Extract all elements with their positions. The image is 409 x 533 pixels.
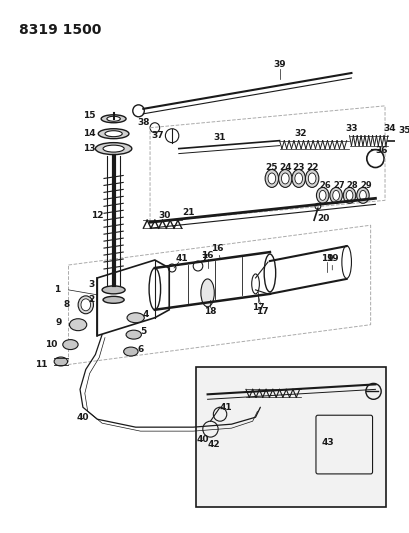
Ellipse shape xyxy=(359,190,365,200)
Text: 43: 43 xyxy=(320,438,333,447)
Text: 9: 9 xyxy=(56,318,62,327)
Ellipse shape xyxy=(267,173,275,184)
Text: 41: 41 xyxy=(219,403,231,412)
Ellipse shape xyxy=(81,299,90,311)
Text: 21: 21 xyxy=(182,208,194,217)
Text: 13: 13 xyxy=(83,144,96,153)
Text: 34: 34 xyxy=(382,124,395,133)
Text: 29: 29 xyxy=(359,181,371,190)
Ellipse shape xyxy=(278,169,291,188)
Text: 38: 38 xyxy=(137,118,149,127)
Text: 30: 30 xyxy=(158,211,170,220)
Text: 33: 33 xyxy=(344,124,357,133)
Text: 8: 8 xyxy=(63,300,70,309)
Text: 16: 16 xyxy=(210,244,223,258)
Ellipse shape xyxy=(308,173,315,184)
Text: 12: 12 xyxy=(91,211,103,220)
Ellipse shape xyxy=(78,296,93,314)
Ellipse shape xyxy=(265,169,278,188)
Ellipse shape xyxy=(319,190,325,200)
Text: 19: 19 xyxy=(325,254,338,270)
Ellipse shape xyxy=(356,188,368,203)
Ellipse shape xyxy=(54,357,67,366)
Text: 23: 23 xyxy=(292,163,304,172)
Text: 6: 6 xyxy=(137,345,143,354)
Ellipse shape xyxy=(107,116,120,122)
Ellipse shape xyxy=(98,129,129,139)
Ellipse shape xyxy=(127,313,144,322)
Text: 27: 27 xyxy=(333,181,344,190)
Ellipse shape xyxy=(345,190,352,200)
Text: 40: 40 xyxy=(76,413,89,422)
Text: 10: 10 xyxy=(45,340,57,349)
Text: 25: 25 xyxy=(265,163,277,172)
Text: 16: 16 xyxy=(201,251,213,260)
Text: 31: 31 xyxy=(213,133,226,142)
Text: 11: 11 xyxy=(35,360,48,369)
Ellipse shape xyxy=(124,347,138,356)
Text: 26: 26 xyxy=(319,181,330,190)
Text: 35: 35 xyxy=(397,126,409,135)
Ellipse shape xyxy=(103,296,124,303)
Ellipse shape xyxy=(69,319,87,330)
Text: 37: 37 xyxy=(151,131,164,140)
Ellipse shape xyxy=(103,145,124,152)
Text: 24: 24 xyxy=(278,163,291,172)
Ellipse shape xyxy=(101,115,126,123)
Ellipse shape xyxy=(316,188,328,203)
Text: 14: 14 xyxy=(83,129,96,138)
Text: 2: 2 xyxy=(88,295,94,304)
Ellipse shape xyxy=(281,173,288,184)
Text: 17: 17 xyxy=(252,303,264,312)
Text: 5: 5 xyxy=(140,327,146,336)
Text: 32: 32 xyxy=(294,129,306,138)
Text: 41: 41 xyxy=(175,254,188,263)
Ellipse shape xyxy=(105,131,122,136)
Text: 8319 1500: 8319 1500 xyxy=(18,23,101,37)
Text: 3: 3 xyxy=(88,280,94,289)
Ellipse shape xyxy=(200,279,214,307)
Ellipse shape xyxy=(102,286,125,294)
Text: 4: 4 xyxy=(142,310,148,319)
Ellipse shape xyxy=(342,188,355,203)
Text: 42: 42 xyxy=(207,440,220,449)
Text: 17: 17 xyxy=(255,296,268,316)
Ellipse shape xyxy=(332,190,339,200)
Ellipse shape xyxy=(294,173,302,184)
Text: 18: 18 xyxy=(204,307,216,316)
Text: 15: 15 xyxy=(83,111,96,120)
Text: 20: 20 xyxy=(317,214,329,223)
Text: 40: 40 xyxy=(196,434,209,443)
Text: 19: 19 xyxy=(320,254,333,263)
Text: 7: 7 xyxy=(201,254,207,263)
Ellipse shape xyxy=(305,169,318,188)
Text: 1: 1 xyxy=(54,285,60,294)
Ellipse shape xyxy=(95,143,132,155)
Ellipse shape xyxy=(126,330,141,339)
FancyBboxPatch shape xyxy=(196,367,385,507)
Ellipse shape xyxy=(329,188,342,203)
Text: 22: 22 xyxy=(305,163,318,172)
Ellipse shape xyxy=(291,169,305,188)
Text: 28: 28 xyxy=(346,181,357,190)
Text: 39: 39 xyxy=(272,60,285,69)
Text: 36: 36 xyxy=(374,146,387,155)
Ellipse shape xyxy=(63,340,78,350)
